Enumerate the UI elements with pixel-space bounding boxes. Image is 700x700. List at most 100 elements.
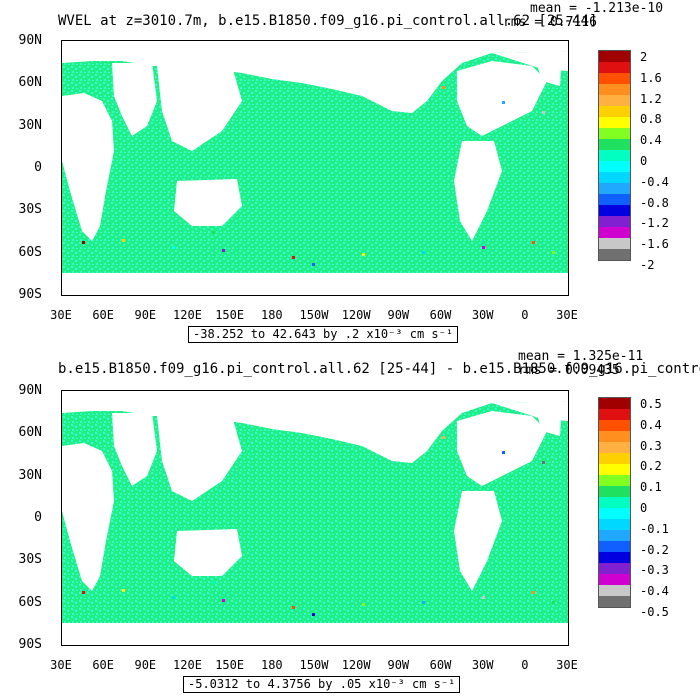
x-tick-label: 30E	[556, 658, 578, 672]
colorbar-label: -0.3	[640, 563, 669, 578]
x-tick-label: 180	[260, 658, 283, 672]
colorbar-label: 0.4	[640, 133, 662, 148]
extreme-value-speckle	[362, 253, 365, 256]
colorbar-swatch	[599, 194, 630, 205]
colorbar-swatch	[599, 84, 630, 95]
extreme-value-speckle	[542, 461, 545, 464]
land-mask	[62, 391, 568, 463]
colorbar-swatch	[599, 51, 630, 62]
extreme-value-speckle	[212, 581, 215, 584]
land-mask	[157, 416, 242, 501]
x-tick-label: 150E	[215, 308, 245, 322]
land-mask	[174, 179, 242, 226]
extreme-value-speckle	[442, 436, 445, 439]
y-tick-label: 60S	[18, 244, 42, 260]
colorbar-swatch	[599, 227, 630, 238]
land-mask	[62, 93, 114, 241]
y-tick-label: 90S	[18, 637, 42, 652]
colorbar-swatch	[599, 106, 630, 117]
land-mask	[457, 61, 547, 136]
land-mask	[112, 413, 157, 486]
x-tick-label: 30E	[50, 308, 72, 322]
extreme-value-speckle	[552, 251, 555, 254]
land-mask	[112, 63, 157, 136]
colorbar-swatch	[599, 530, 630, 541]
extreme-value-speckle	[82, 591, 85, 594]
extreme-value-speckle	[122, 239, 125, 242]
land-mask	[454, 491, 502, 591]
colorbar-label: -1.2	[640, 216, 669, 231]
land-mask	[62, 273, 568, 295]
x-tick-label: 0	[521, 308, 529, 322]
y-tick-label: 0	[34, 510, 42, 525]
extreme-value-speckle	[482, 596, 485, 599]
map-plot	[61, 390, 569, 646]
land-mask	[62, 41, 568, 113]
colorbar-swatch	[599, 497, 630, 508]
extreme-value-speckle	[502, 101, 505, 104]
colorbar-swatch	[599, 73, 630, 84]
colorbar-swatch	[599, 150, 630, 161]
x-tick-label: 60E	[92, 658, 114, 672]
land-mask	[454, 141, 502, 241]
colorbar-swatch	[599, 161, 630, 172]
land-mask	[532, 49, 562, 86]
panel-top: WVEL at z=3010.7m, b.e15.B1850.f09_g16.p…	[18, 2, 669, 343]
rms-label: rms = 0.7116	[503, 15, 597, 30]
range-box: -5.0312 to 4.3756 by .05 x10⁻³ cm s⁻¹	[183, 676, 461, 693]
extreme-value-speckle	[532, 241, 535, 244]
colorbar-swatch	[599, 117, 630, 128]
land-mask	[457, 411, 547, 486]
x-tick-label: 180	[260, 308, 283, 322]
land-mask	[532, 399, 562, 436]
x-tick-label: 30W	[471, 658, 494, 672]
colorbar-swatch	[599, 475, 630, 486]
x-tick-label: 90W	[387, 658, 410, 672]
colorbar-swatch	[599, 585, 630, 596]
extreme-value-speckle	[312, 613, 315, 616]
colorbar-label: -0.1	[640, 521, 669, 536]
extreme-value-speckle	[532, 591, 535, 594]
extreme-value-speckle	[122, 589, 125, 592]
colorbar-swatch	[599, 453, 630, 464]
extreme-value-speckle	[502, 451, 505, 454]
colorbar-swatch	[599, 431, 630, 442]
colorbar-swatch	[599, 486, 630, 497]
colorbar-swatch	[599, 95, 630, 106]
colorbar-swatch	[599, 409, 630, 420]
colorbar-swatch	[599, 596, 630, 607]
extreme-value-speckle	[482, 246, 485, 249]
x-tick-label: 120W	[341, 658, 371, 672]
extreme-value-speckle	[312, 263, 315, 266]
colorbar-label: -0.5	[640, 605, 669, 619]
land-mask	[62, 443, 114, 591]
x-tick-label: 150W	[299, 308, 329, 322]
y-tick-label: 30N	[18, 117, 42, 133]
colorbar-swatch	[599, 238, 630, 249]
land-mask	[62, 623, 568, 645]
x-tick-label: 90E	[134, 658, 157, 672]
colorbar-swatch	[599, 574, 630, 585]
y-tick-label: 30S	[18, 202, 42, 218]
land-mask	[174, 529, 242, 576]
y-tick-label: 60S	[18, 594, 42, 610]
colorbar-label: 0.5	[640, 397, 662, 411]
colorbar-label: -0.4	[640, 584, 669, 599]
ocean-field	[62, 391, 568, 645]
colorbar-label: 0.8	[640, 112, 662, 127]
extreme-value-speckle	[82, 241, 85, 244]
y-tick-label: 90N	[18, 383, 42, 398]
colorbar-label: -0.8	[640, 195, 669, 210]
x-tick-label: 150W	[299, 658, 329, 672]
y-tick-label: 30S	[18, 552, 42, 568]
colorbar-label: -0.2	[640, 542, 669, 557]
extreme-value-speckle	[292, 256, 295, 259]
extreme-value-speckle	[422, 251, 425, 254]
colorbar-label: 0.3	[640, 438, 662, 453]
x-tick-label: 150E	[215, 658, 245, 672]
colorbar-swatch	[599, 216, 630, 227]
extreme-value-speckle	[362, 603, 365, 606]
colorbar-swatch	[599, 139, 630, 150]
colorbar-swatch	[599, 541, 630, 552]
x-tick-label: 90W	[387, 308, 410, 322]
